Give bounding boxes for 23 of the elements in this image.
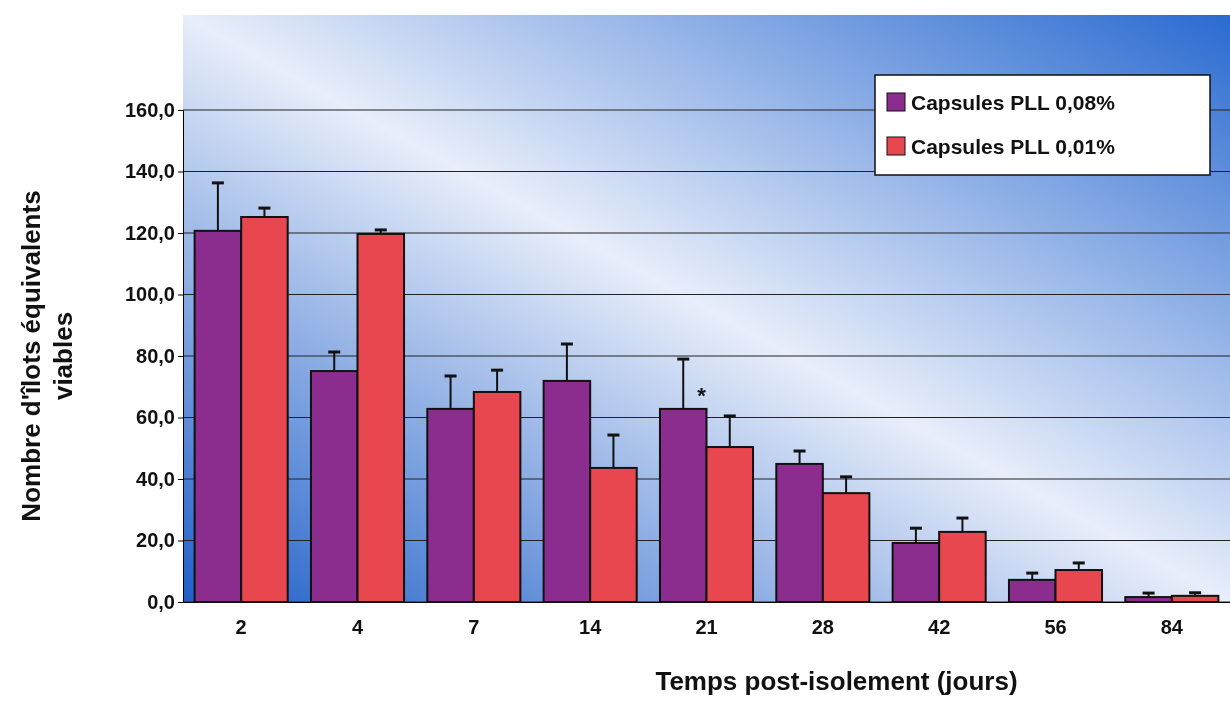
y-tick-label: 40,0: [136, 467, 175, 490]
y-tick-label: 120,0: [124, 221, 175, 244]
y-tick-label: 160,0: [124, 98, 175, 121]
y-tick-label: 100,0: [124, 283, 175, 306]
x-axis-title: Temps post-isolement (jours): [655, 666, 1018, 696]
y-tick-label: 80,0: [136, 344, 175, 367]
x-tick-label: 84: [1160, 616, 1184, 639]
legend-label: Capsules PLL 0,01%: [911, 135, 1116, 158]
annotation: *: [697, 382, 707, 408]
y-tick-label: 140,0: [124, 160, 175, 183]
x-tick-label: 2: [235, 616, 247, 639]
x-tick-label: 56: [1044, 616, 1067, 639]
x-tick-label: 4: [351, 616, 364, 639]
y-tick-label: 0,0: [147, 590, 175, 613]
y-axis-title: Nombre d'îlots équivalents viables: [16, 190, 78, 522]
legend-label: Capsules PLL 0,08%: [911, 91, 1116, 114]
x-tick-label: 42: [928, 616, 951, 639]
x-tick-label: 21: [695, 616, 718, 639]
y-tick-label: 60,0: [136, 406, 175, 429]
y-tick-label: 20,0: [136, 529, 175, 552]
x-tick-label: 7: [468, 616, 480, 639]
x-tick-label: 28: [811, 616, 834, 639]
x-tick-label: 14: [579, 616, 603, 639]
